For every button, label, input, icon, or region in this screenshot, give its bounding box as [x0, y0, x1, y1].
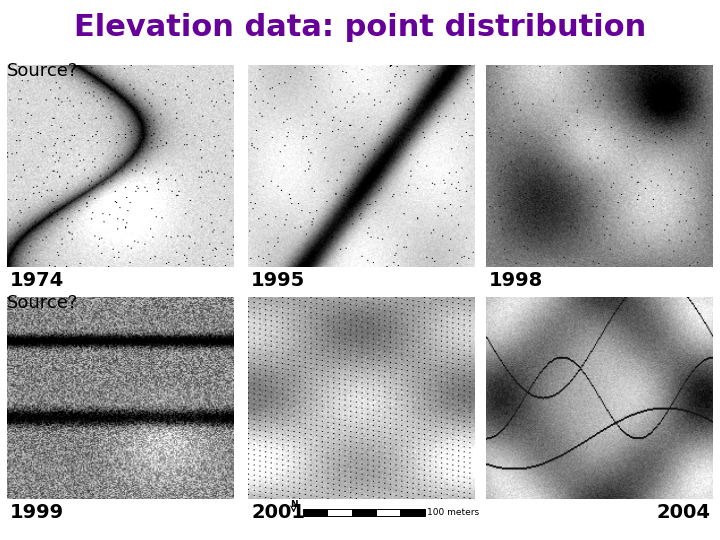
Bar	[328, 509, 351, 516]
Text: 2004: 2004	[657, 503, 711, 522]
Text: N: N	[290, 500, 297, 509]
Text: Source?: Source?	[7, 62, 78, 80]
Bar	[303, 509, 328, 516]
Bar	[400, 509, 425, 516]
Text: Elevation data: point distribution: Elevation data: point distribution	[74, 14, 646, 43]
Bar	[376, 509, 400, 516]
Text: 1999: 1999	[10, 503, 64, 522]
Text: 100 meters: 100 meters	[428, 508, 480, 517]
Bar	[351, 509, 376, 516]
Text: 2001: 2001	[251, 503, 305, 522]
Text: 1998: 1998	[489, 271, 543, 290]
Text: Source?: Source?	[7, 294, 78, 312]
Text: 1974: 1974	[10, 271, 64, 290]
Text: 1995: 1995	[251, 271, 305, 290]
